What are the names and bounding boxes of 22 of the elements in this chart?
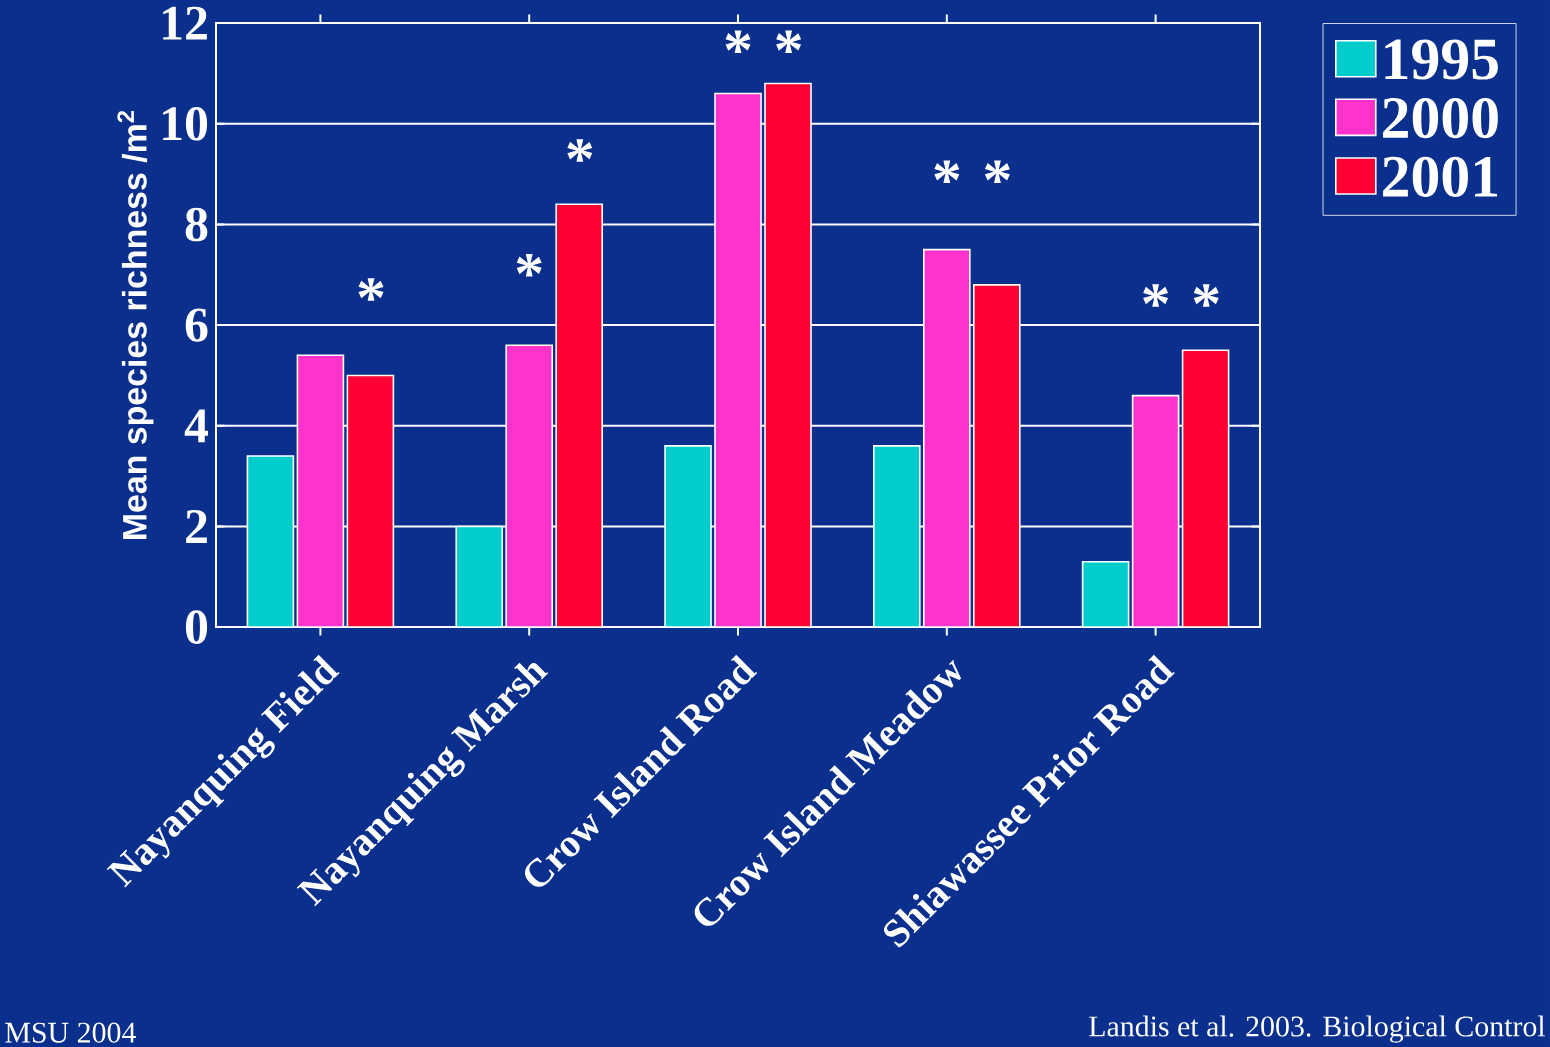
legend-label: 2000 xyxy=(1383,97,1498,139)
y-tick-label: 0 xyxy=(185,610,208,644)
annotation: * xyxy=(358,278,384,301)
y-tick-label: 10 xyxy=(163,106,208,141)
annotation: * xyxy=(776,30,802,54)
legend-label: 2001 xyxy=(1383,156,1498,197)
y-axis-title: Mean species richness /m$^{2}$ xyxy=(117,110,154,539)
annotation: * xyxy=(984,160,1010,183)
y-tick-label: 12 xyxy=(163,6,207,40)
text: Landis et al. 2003. Biological Control xyxy=(1089,1015,1546,1043)
y-tick-label: 6 xyxy=(185,308,208,342)
y-tick-label: 8 xyxy=(185,207,208,242)
y-tick-label: 4 xyxy=(184,409,209,443)
annotation: * xyxy=(567,139,593,162)
annotation: * xyxy=(1143,284,1169,307)
annotation: * xyxy=(1193,284,1219,307)
y-tick-label: 2 xyxy=(186,509,207,543)
text: MSU 2004 xyxy=(5,1022,136,1043)
annotation: * xyxy=(934,160,960,183)
annotation: * xyxy=(725,30,751,54)
legend-label: 1995 xyxy=(1385,39,1498,80)
annotation: * xyxy=(516,254,542,277)
